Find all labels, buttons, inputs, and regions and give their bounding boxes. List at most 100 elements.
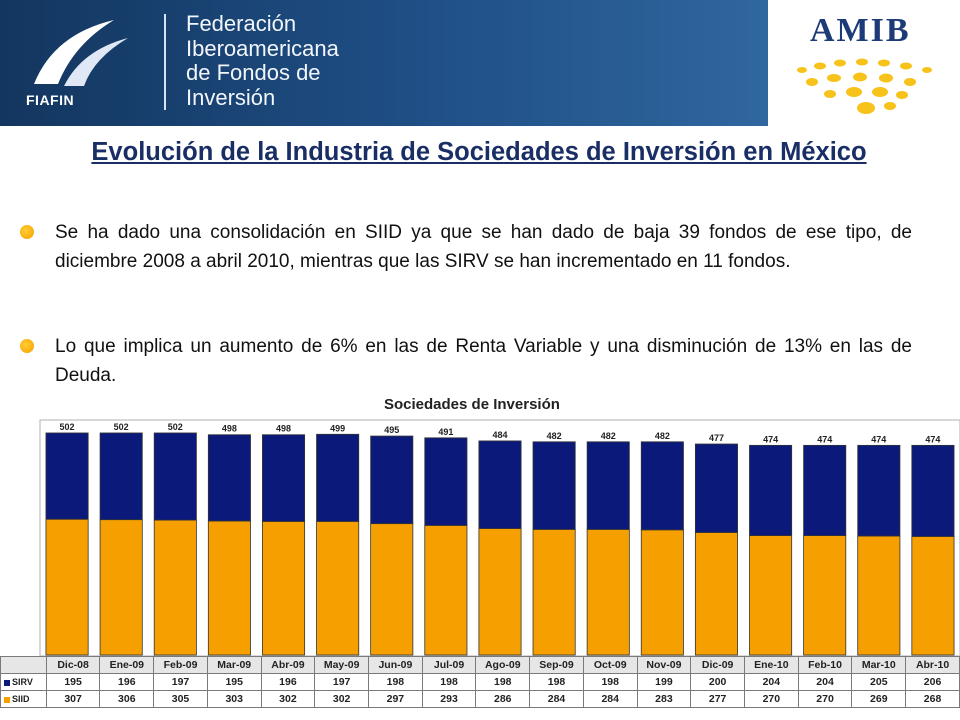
- bar-sirv: [99, 432, 143, 521]
- chart-data-table: Dic-08 Ene-09 Feb-09 Mar-09 Abr-09 May-09 Jun-…: [0, 656, 960, 708]
- bar-sirv: [749, 444, 793, 536]
- bar-siid: [316, 521, 360, 656]
- data-label: 197: [314, 673, 370, 691]
- bar-sirv: [262, 434, 306, 522]
- bar-total-label: 502: [168, 422, 183, 432]
- fiafin-logo-text: FIAFIN: [26, 92, 75, 108]
- data-label: 268: [905, 690, 960, 708]
- tick-label: May-09: [314, 656, 370, 674]
- bar-total-label: 474: [817, 434, 832, 444]
- bar-siid: [694, 532, 738, 656]
- bar-total-label: 502: [60, 422, 75, 432]
- data-label: 197: [153, 673, 208, 691]
- data-label: 307: [45, 690, 101, 708]
- legend-swatch: [4, 696, 10, 703]
- bar-sirv: [911, 444, 955, 537]
- tick-label: Ago-09: [475, 656, 531, 674]
- table-row: SIID 307 306 305 303 302 302 297 293 286 284 284 283…: [0, 690, 960, 708]
- legend-swatch: [4, 679, 10, 686]
- data-label: 306: [99, 690, 155, 708]
- bar-total-label: 484: [492, 430, 507, 440]
- data-label: 205: [851, 673, 907, 691]
- data-label: 269: [851, 690, 907, 708]
- bar-sirv: [694, 443, 738, 533]
- bullet-item: Lo que implica un aumento de 6% en las d…: [20, 332, 912, 390]
- tick-label: Mar-10: [851, 656, 907, 674]
- bar-total-label: 491: [438, 427, 453, 437]
- legend-entry: SIID: [0, 690, 47, 708]
- amib-logo: AMIB: [768, 0, 960, 126]
- federation-line: Iberoamericana: [186, 35, 339, 61]
- table-corner-cell: [0, 656, 47, 674]
- tick-label: Ene-10: [743, 656, 799, 674]
- bar-total-label: 474: [871, 434, 886, 444]
- page-title: Evolución de la Industria de Sociedades …: [91, 138, 867, 166]
- bar-sirv: [640, 441, 684, 531]
- bar-sirv: [316, 433, 360, 522]
- fiafin-banner: FIAFIN Federación Iberoamericana de Fond…: [0, 0, 768, 126]
- data-label: 293: [421, 690, 477, 708]
- bullet-icon: [20, 339, 34, 353]
- tick-label: Dic-09: [690, 656, 745, 674]
- tick-label: Dic-08: [45, 656, 101, 674]
- bullet-icon: [20, 225, 34, 239]
- bar-siid: [153, 519, 197, 656]
- data-label: 196: [99, 673, 155, 691]
- banner-divider: [164, 14, 166, 110]
- bar-sirv: [478, 440, 522, 529]
- data-label: 195: [206, 673, 262, 691]
- federation-line: de Fondos de: [186, 60, 321, 85]
- bullet-text: Lo que implica un aumento de 6% en las d…: [55, 336, 912, 386]
- bar-sirv: [207, 434, 251, 522]
- bar-sirv: [45, 432, 89, 520]
- bar-sirv: [857, 444, 901, 537]
- data-label: 270: [743, 690, 799, 708]
- data-label: 302: [260, 690, 316, 708]
- tick-label: Jul-09: [421, 656, 477, 674]
- data-label: 284: [529, 690, 584, 708]
- data-label: 206: [905, 673, 960, 691]
- tick-label: Feb-09: [153, 656, 208, 674]
- bar-siid: [478, 528, 522, 656]
- data-label: 196: [260, 673, 316, 691]
- data-label: 297: [368, 690, 423, 708]
- data-label: 283: [636, 690, 692, 708]
- bar-total-label: 474: [763, 434, 778, 444]
- table-row: SIRV 195 196 197 195 196 197 198 198 198 198 198 199…: [0, 673, 960, 691]
- bar-siid: [857, 535, 901, 656]
- tick-label: Abr-09: [260, 656, 316, 674]
- data-label: 198: [421, 673, 477, 691]
- bar-siid: [803, 535, 847, 656]
- legend-label: SIRV: [12, 677, 33, 687]
- bar-total-label: 495: [384, 425, 399, 435]
- bar-siid: [586, 528, 630, 656]
- bullet-text: Se ha dado una consolidación en SIID ya …: [55, 222, 912, 272]
- bar-siid: [749, 535, 793, 656]
- bullet-item: Se ha dado una consolidación en SIID ya …: [20, 218, 912, 276]
- data-label: 284: [582, 690, 638, 708]
- tick-label: Oct-09: [582, 656, 638, 674]
- data-label: 302: [314, 690, 370, 708]
- data-label: 204: [797, 673, 853, 691]
- bar-total-label: 477: [709, 433, 724, 443]
- bar-sirv: [370, 435, 414, 525]
- amib-dots-icon: [797, 58, 932, 114]
- bar-sirv: [153, 432, 197, 521]
- bar-total-label: 474: [925, 434, 940, 444]
- bar-sirv: [424, 437, 468, 526]
- bar-total-label: 482: [655, 431, 670, 441]
- bar-total-label: 482: [601, 431, 616, 441]
- bar-siid: [532, 528, 576, 656]
- data-label: 277: [690, 690, 745, 708]
- tick-label: Mar-09: [206, 656, 262, 674]
- tick-label: Abr-10: [905, 656, 960, 674]
- bar-siid: [424, 525, 468, 656]
- federation-name: Federación Iberoamericana de Fondos de I…: [186, 11, 339, 110]
- legend-label: SIID: [12, 694, 30, 704]
- data-label: 303: [206, 690, 262, 708]
- bar-siid: [911, 536, 955, 656]
- data-label: 198: [529, 673, 584, 691]
- bar-siid: [262, 521, 306, 656]
- data-label: 195: [45, 673, 101, 691]
